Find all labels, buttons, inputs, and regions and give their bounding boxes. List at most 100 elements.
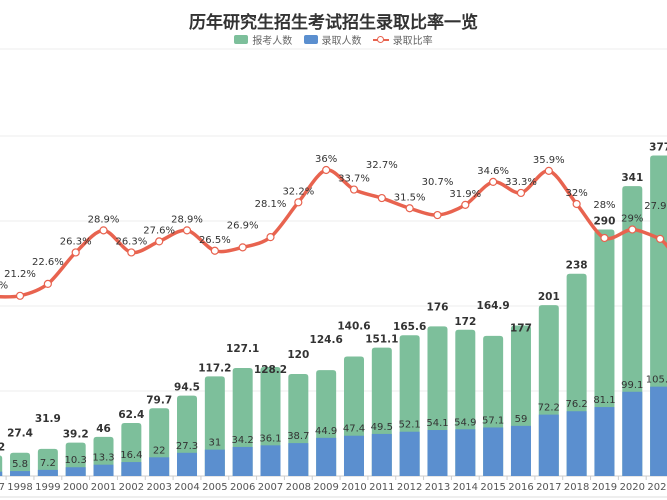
legend-label: 录取比率 <box>392 36 433 47</box>
bar-admitted <box>650 386 667 476</box>
bar-admitted <box>37 469 58 476</box>
label-admitted: 13.3 <box>92 453 114 464</box>
x-tick-label: 2002 <box>119 482 144 493</box>
label-admitted: 31 <box>208 438 221 449</box>
x-tick-label: 1998 <box>7 482 32 493</box>
label-ratio: 32.7% <box>366 160 398 171</box>
bar-admitted <box>371 433 392 476</box>
label-ratio: 26.9% <box>227 220 259 231</box>
ratio-point <box>238 243 247 252</box>
label-admitted: 36.1 <box>259 433 281 444</box>
legend-label: 录取人数 <box>321 36 362 47</box>
x-tick-label: 2005 <box>202 482 227 493</box>
label-admitted: 99.1 <box>621 380 643 391</box>
label-applicants: 172 <box>454 316 476 328</box>
bar-admitted <box>316 437 337 476</box>
label-applicants: 176 <box>427 301 449 313</box>
x-tick-label: 2017 <box>536 482 561 493</box>
bar-admitted <box>622 391 643 476</box>
label-ratio: 30.7% <box>422 177 454 188</box>
label-applicants: 377 <box>649 142 667 154</box>
legend-item-admitted[interactable]: 录取人数 <box>303 32 362 47</box>
label-ratio: 33.7% <box>338 174 370 185</box>
x-tick-label: 2003 <box>146 482 171 493</box>
label-applicants: 62.4 <box>118 409 144 421</box>
ratio-point <box>461 200 470 209</box>
x-tick-label: 2019 <box>592 482 617 493</box>
label-admitted: 34.2 <box>232 435 254 446</box>
label-ratio: 26.5% <box>199 235 231 246</box>
bar-admitted <box>204 449 225 476</box>
label-applicants: 31.9 <box>35 413 61 425</box>
bar-admitted <box>399 431 420 476</box>
label-applicants: 140.6 <box>337 320 370 332</box>
ratio-point <box>266 233 275 242</box>
bar-admitted <box>232 446 253 476</box>
x-tick-label: 1997 <box>0 482 5 493</box>
x-tick-label: 2020 <box>620 482 645 493</box>
label-applicants: 94.5 <box>174 382 200 394</box>
ratio-point <box>43 279 52 288</box>
label-applicants: 120 <box>287 349 309 361</box>
bar-admitted <box>0 471 3 476</box>
ratio-point <box>155 237 164 246</box>
ratio-point <box>294 198 303 207</box>
ratio-point <box>71 248 80 257</box>
x-tick-label: 2004 <box>174 482 199 493</box>
label-ratio: 28% <box>593 200 615 211</box>
ratio-point <box>349 185 359 194</box>
bar-admitted <box>10 471 31 476</box>
label-admitted: 59 <box>515 414 528 425</box>
label-ratio: 28.9% <box>171 214 203 225</box>
legend-item-applicants[interactable]: 报考人数 <box>234 32 292 47</box>
label-admitted: 16.4 <box>120 450 142 461</box>
label-ratio: 29% <box>621 214 643 225</box>
ratio-point <box>322 165 331 175</box>
bar-applicants <box>37 448 58 476</box>
label-admitted: 47.4 <box>343 424 365 435</box>
bar-admitted <box>121 462 142 476</box>
label-ratio: 36% <box>315 154 337 165</box>
label-ratio: 35.9% <box>533 155 565 166</box>
x-tick-label: 2011 <box>369 482 394 493</box>
label-applicants: 165.6 <box>393 321 426 333</box>
bar-admitted <box>288 443 309 476</box>
x-tick-label: 2006 <box>230 482 255 493</box>
ratio-point <box>628 225 637 234</box>
label-ratio: 21.1% <box>0 281 8 292</box>
label-applicants: 151.1 <box>365 334 398 346</box>
bar-applicants <box>0 455 3 476</box>
bar-applicants <box>10 452 31 476</box>
label-ratio: 27.6% <box>143 225 175 236</box>
bar-admitted <box>566 411 587 476</box>
label-applicants: 46 <box>96 423 111 435</box>
ratio-point <box>656 234 665 243</box>
label-applicants: 24.2 <box>0 441 5 453</box>
ratio-point <box>489 177 498 186</box>
label-admitted: 27.3 <box>176 441 198 452</box>
label-admitted: 76.2 <box>565 399 587 410</box>
label-admitted: 49.5 <box>371 422 393 433</box>
label-admitted: 7.2 <box>40 458 56 469</box>
label-admitted: 44.9 <box>315 426 337 437</box>
ratio-point <box>516 188 526 198</box>
x-tick-label: 1999 <box>35 482 60 493</box>
legend-label: 报考人数 <box>252 36 293 47</box>
x-tick-label: 2014 <box>453 482 478 493</box>
label-applicants: 27.4 <box>7 428 33 440</box>
label-admitted: 10.3 <box>65 455 87 466</box>
ratio-point <box>210 246 219 255</box>
label-admitted: 5.8 <box>12 459 28 470</box>
ratio-point <box>377 193 386 203</box>
x-tick-label: 2013 <box>425 482 450 493</box>
legend-item-ratio[interactable]: 录取比率 <box>372 32 433 47</box>
label-admitted: 22 <box>153 445 166 456</box>
legend: 报考人数 录取人数 录取比率 <box>0 32 667 47</box>
label-admitted: 72.2 <box>538 403 560 414</box>
x-tick-label: 2018 <box>564 482 589 493</box>
ratio-point <box>182 226 192 235</box>
ratio-point <box>127 248 136 257</box>
bar-admitted <box>594 407 615 476</box>
label-admitted: 38.7 <box>287 431 309 442</box>
label-ratio: 26.3% <box>60 236 92 247</box>
